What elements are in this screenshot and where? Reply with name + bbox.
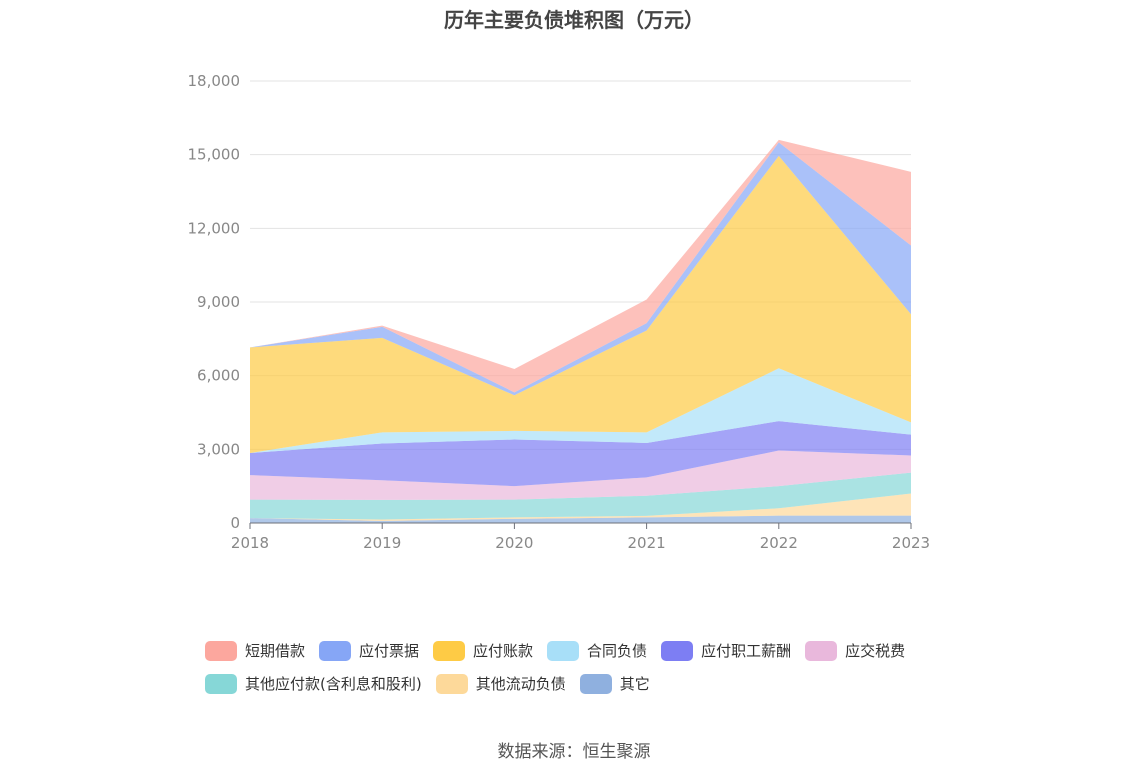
legend-item[interactable]: 应付票据 (319, 640, 419, 661)
area-series (250, 472, 911, 520)
chart-title: 历年主要负债堆积图（万元） (444, 8, 704, 32)
legend-label: 应付票据 (359, 642, 420, 660)
legend-row: 其他应付款(含利息和股利) 其他流动负债 其它 (205, 673, 965, 694)
x-tick-label: 2021 (628, 534, 666, 552)
y-tick-label: 9,000 (197, 293, 240, 311)
legend-label: 应付职工薪酬 (701, 642, 792, 660)
stacked-area-chart: 0 3,000 6,000 9,000 12,000 15,000 18,000 2018 20… (188, 72, 931, 552)
legend-swatch (433, 640, 466, 661)
area-series (250, 421, 911, 487)
legend-item[interactable]: 应付账款 (433, 640, 533, 661)
legend-label: 其它 (619, 675, 650, 693)
legend-swatch (319, 640, 352, 661)
legend-row: 短期借款 应付票据 应付账款 合同负债 应付职工薪酬 应交税费 (205, 640, 965, 661)
legend-item[interactable]: 短期借款 (205, 640, 305, 661)
legend-item[interactable]: 其它 (579, 673, 650, 694)
legend-swatch (579, 673, 612, 694)
area-series-layer (250, 139, 911, 523)
legend-label: 应交税费 (845, 642, 906, 660)
legend-swatch (435, 673, 468, 694)
area-series (250, 368, 911, 454)
legend-swatch (205, 673, 237, 694)
y-tick-label: 18,000 (188, 72, 241, 90)
legend-item[interactable]: 其他流动负债 (435, 673, 566, 694)
legend-swatch (547, 640, 580, 661)
y-tick-label: 0 (230, 514, 240, 532)
x-tick-label: 2018 (231, 534, 269, 552)
area-series (250, 515, 911, 523)
y-tick-label: 6,000 (197, 367, 240, 385)
legend-label: 合同负债 (587, 642, 648, 660)
area-series (250, 450, 911, 500)
legend-label: 其他流动负债 (475, 675, 566, 693)
y-tick-label: 3,000 (197, 440, 240, 458)
legend: 短期借款 应付票据 应付账款 合同负债 应付职工薪酬 应交税费 其他应付款(含利息和股利) 其… (205, 640, 965, 706)
x-tick-label: 2022 (760, 534, 798, 552)
legend-swatch (661, 640, 694, 661)
legend-item[interactable]: 应付职工薪酬 (661, 640, 791, 661)
legend-item[interactable]: 其他应付款(含利息和股利) (205, 673, 422, 694)
area-series (250, 155, 911, 454)
legend-swatch (205, 640, 237, 661)
legend-label: 应付账款 (473, 642, 534, 660)
area-series (250, 139, 911, 393)
x-tick-label: 2023 (892, 534, 930, 552)
legend-swatch (805, 640, 838, 661)
legend-label: 短期借款 (245, 642, 306, 660)
y-tick-label: 15,000 (188, 146, 241, 164)
x-tick-label: 2020 (495, 534, 533, 552)
data-source: 数据来源：恒生聚源 (497, 742, 651, 762)
y-tick-label: 12,000 (188, 219, 241, 237)
axes: 0 3,000 6,000 9,000 12,000 15,000 18,000 2018 20… (188, 72, 931, 552)
legend-item[interactable]: 合同负债 (547, 640, 647, 661)
x-tick-label: 2019 (363, 534, 401, 552)
area-series (250, 493, 911, 522)
legend-label: 其他应付款(含利息和股利) (245, 675, 422, 693)
legend-item[interactable]: 应交税费 (805, 640, 905, 661)
